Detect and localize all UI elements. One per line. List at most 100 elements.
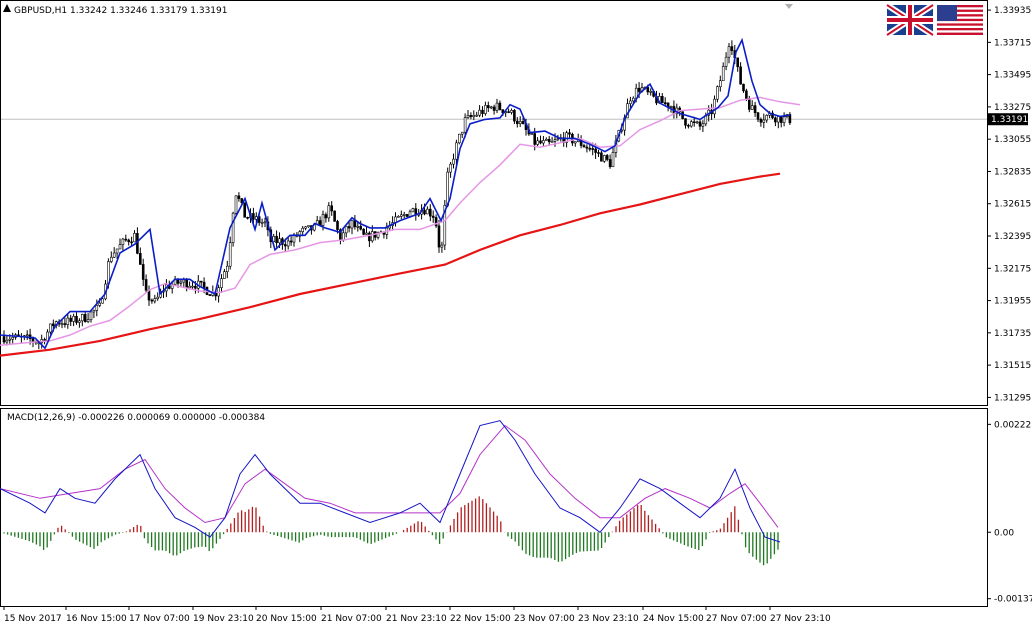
candle-body — [542, 140, 545, 144]
candle-body — [101, 298, 104, 304]
candle-body — [608, 159, 612, 168]
candle-body — [591, 148, 595, 150]
candle-body — [434, 217, 438, 227]
candle-body — [246, 217, 249, 219]
candle-body — [530, 133, 534, 135]
candle-body — [185, 279, 188, 289]
candle-body — [669, 106, 673, 108]
candle-body — [51, 323, 55, 327]
price-panel-frame — [0, 0, 988, 406]
candle-body — [457, 133, 461, 144]
time-tick-label: 22 Nov 15:00 — [450, 614, 511, 624]
candle-body — [199, 280, 203, 283]
candle-body — [611, 152, 615, 168]
candle-body — [298, 231, 302, 237]
candle-body — [365, 232, 368, 235]
candle-body — [466, 115, 470, 118]
time-tick-label: 21 Nov 07:00 — [321, 614, 382, 624]
candle-body — [701, 123, 705, 127]
time-tick-label: 27 Nov 23:10 — [770, 614, 831, 624]
price-tick-label: 1.32175 — [994, 264, 1031, 274]
candle-body — [330, 205, 334, 212]
time-tick-label: 21 Nov 23:10 — [386, 614, 447, 624]
candle-body — [60, 323, 64, 325]
candle-body — [278, 238, 281, 244]
candle-body — [507, 111, 510, 113]
candle-body — [208, 294, 212, 296]
candle-body — [730, 46, 734, 51]
candle-body — [469, 115, 473, 118]
time-tick-label: 27 Nov 07:00 — [706, 614, 767, 624]
candle-body — [283, 244, 287, 247]
candle-body — [759, 119, 763, 123]
candle-body — [649, 91, 653, 93]
macd-panel[interactable] — [0, 420, 781, 566]
us-flag-icon — [937, 5, 983, 35]
candle-body — [544, 139, 548, 141]
candle-body — [774, 117, 777, 123]
candle-body — [49, 323, 52, 333]
macd-panel-frame — [0, 408, 988, 607]
candle-body — [481, 109, 484, 114]
candle-body — [739, 66, 742, 85]
candle-body — [521, 121, 525, 124]
candle-body — [92, 310, 96, 313]
candle-body — [455, 142, 458, 160]
candle-body — [776, 116, 780, 123]
triangle-up-icon — [3, 4, 11, 12]
candle-body — [440, 244, 444, 248]
candle-body — [765, 115, 769, 121]
candle-body — [275, 235, 278, 244]
candle-body — [344, 226, 348, 234]
candle-body — [742, 83, 745, 92]
ma-slow-line — [0, 172, 781, 357]
ma-mid-line — [0, 96, 801, 347]
candle-body — [600, 152, 603, 162]
candle-body — [724, 56, 728, 67]
candle-body — [486, 105, 490, 109]
candle-body — [718, 80, 722, 88]
candle-body — [716, 86, 719, 100]
price-tick-label: 1.33055 — [994, 135, 1031, 145]
candle-body — [83, 314, 87, 322]
candle-body — [324, 214, 328, 219]
price-panel[interactable] — [0, 37, 987, 357]
time-tick-label: 20 Nov 15:00 — [256, 614, 317, 624]
candle-body — [243, 202, 246, 218]
candle-body — [588, 147, 592, 150]
candle-body — [556, 138, 560, 141]
price-tick-label: 1.32835 — [994, 167, 1031, 177]
candle-body — [547, 139, 551, 143]
candle-body — [350, 220, 354, 229]
candle-body — [779, 116, 783, 123]
candle-body — [629, 100, 632, 104]
candle-body — [25, 334, 29, 337]
candle-body — [368, 232, 371, 242]
candle-body — [411, 208, 415, 213]
uk-flag-icon — [885, 2, 935, 38]
candle-body — [501, 109, 505, 114]
price-tick-label: 1.31735 — [994, 329, 1031, 339]
shift-marker-icon[interactable] — [785, 4, 793, 9]
candle-body — [727, 46, 731, 58]
candles — [2, 40, 792, 350]
candle-body — [376, 232, 380, 238]
candle-body — [307, 225, 310, 228]
candle-body — [646, 87, 650, 93]
candle-body — [684, 118, 687, 126]
candle-body — [228, 242, 232, 267]
candle-body — [63, 323, 67, 325]
price-axis: 1.33935 1.33715 1.33495 1.33275 1.33055 1.328… — [987, 6, 1031, 403]
candle-body — [347, 226, 351, 229]
candle-body — [472, 114, 476, 118]
candle-body — [489, 106, 493, 109]
candle-body — [515, 120, 519, 124]
symbol-ohlc-label: GBPUSD,H1 1.33242 1.33246 1.33179 1.3319… — [14, 6, 227, 16]
candle-body — [321, 214, 325, 226]
candle-body — [594, 148, 597, 153]
price-tick-label: 1.33715 — [994, 38, 1031, 48]
candle-body — [585, 146, 589, 149]
candle-body — [43, 339, 46, 341]
candle-body — [112, 252, 116, 258]
